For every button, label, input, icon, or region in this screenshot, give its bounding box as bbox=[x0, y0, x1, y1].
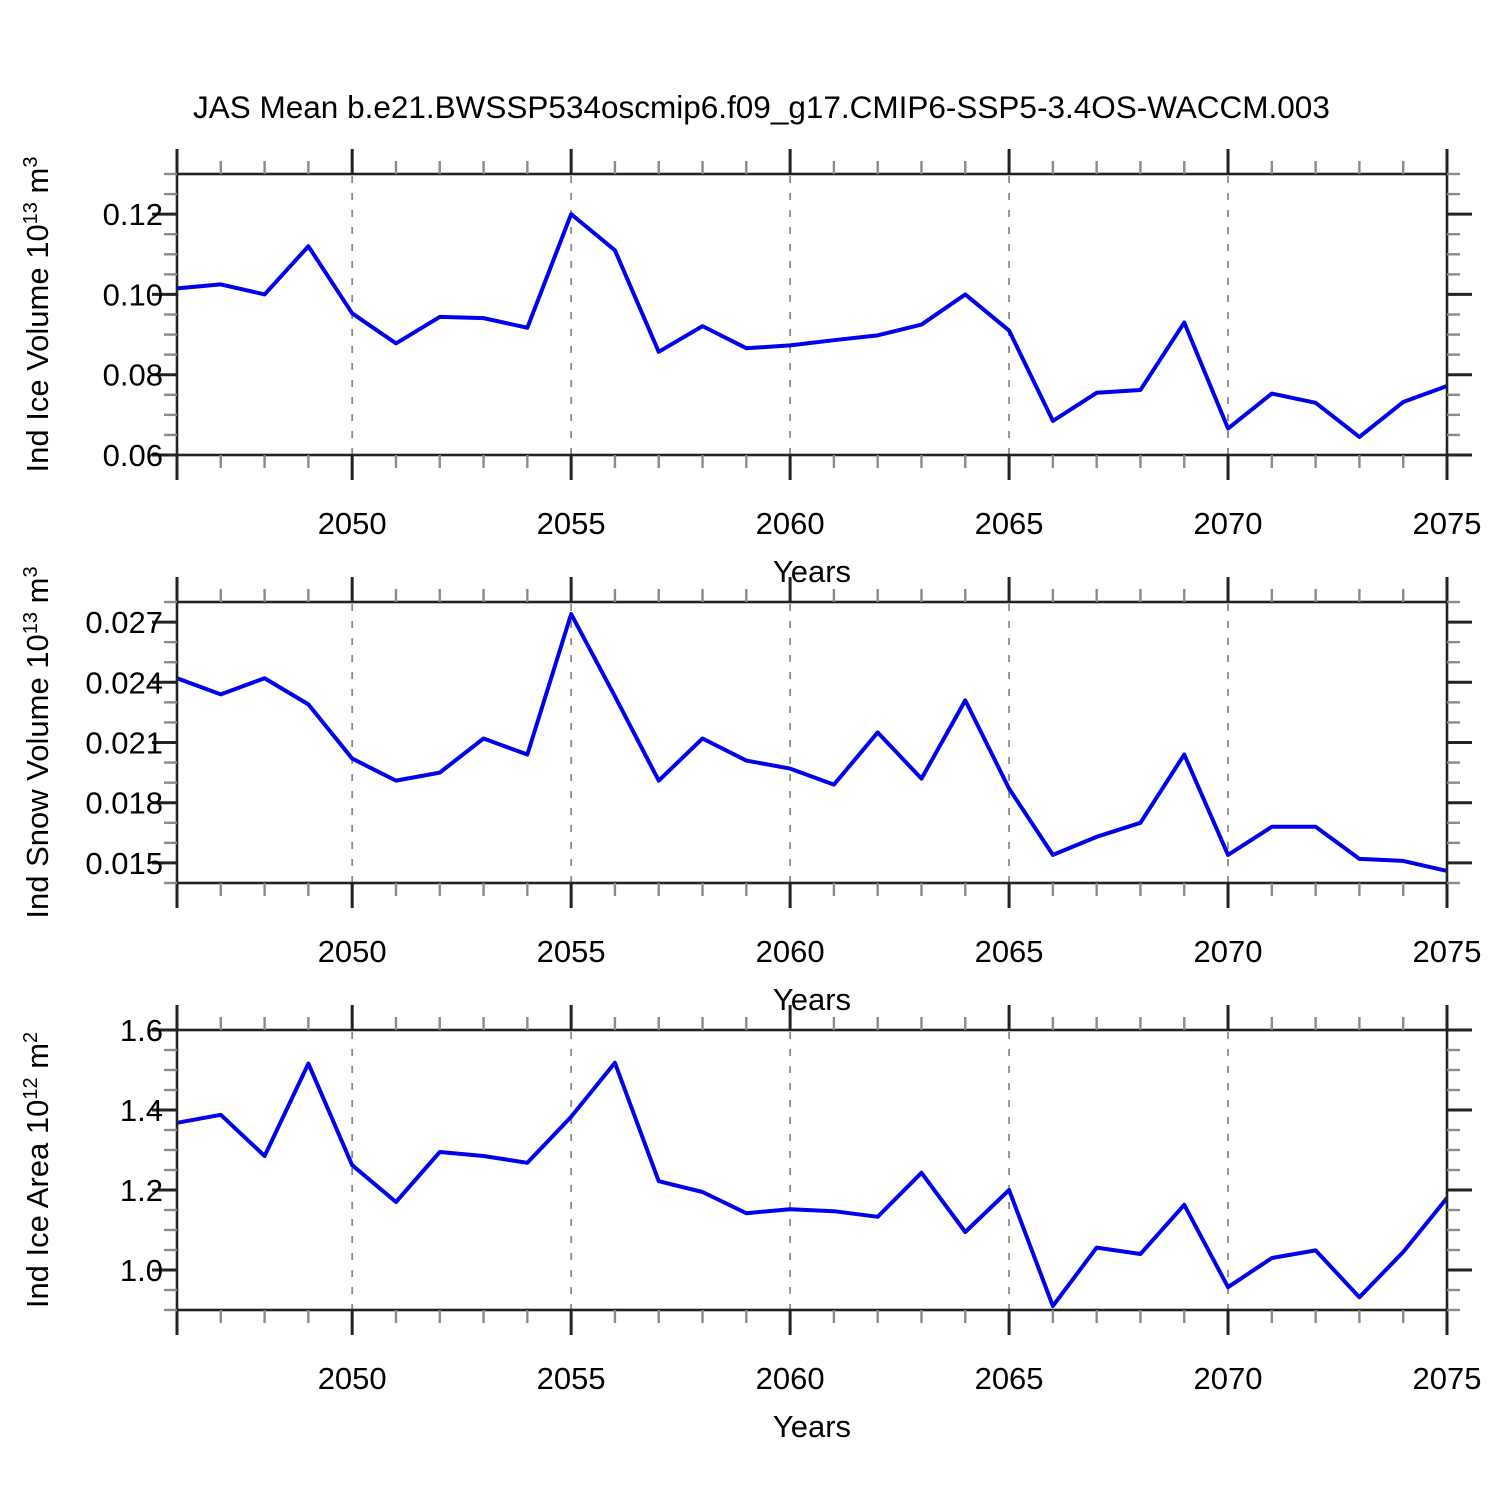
y-tick-label: 0.12 bbox=[103, 197, 163, 232]
data-line-ice-volume bbox=[176, 212, 1448, 439]
x-tick-label: 2060 bbox=[756, 934, 825, 969]
figure-title: JAS Mean b.e21.BWSSP534oscmip6.f09_g17.C… bbox=[193, 89, 1330, 125]
y-tick-label: 0.08 bbox=[103, 358, 163, 393]
x-tick-label: 2050 bbox=[318, 1361, 387, 1396]
x-tick-label: 2060 bbox=[756, 506, 825, 541]
y-axis-title: Ind Ice Volume 1013 m3 bbox=[20, 157, 55, 473]
y-tick-label: 1.4 bbox=[120, 1093, 163, 1128]
panel-snow-volume: 0.027 0.024 0.021 0.018 0.015 2050 2055 2060 206… bbox=[20, 566, 1481, 1017]
x-axis-title: Years bbox=[773, 554, 851, 589]
y-axis-title-part: Ind Ice Volume 10 bbox=[20, 224, 55, 472]
panel-ice-area: 1.6 1.4 1.2 1.0 2050 2055 2060 2065 2070 2075 Year… bbox=[20, 1005, 1481, 1444]
y-tick-label: 1.6 bbox=[120, 1013, 163, 1048]
y-tick-label: 0.024 bbox=[85, 665, 163, 700]
y-axis-title-sup: 12 bbox=[20, 1077, 42, 1099]
y-axis-title-sup: 2 bbox=[20, 1032, 42, 1043]
x-tick-label: 2070 bbox=[1194, 934, 1263, 969]
panel-frame bbox=[175, 600, 1449, 885]
y-tick-label: 0.015 bbox=[85, 846, 163, 881]
y-tick-label: 0.06 bbox=[103, 438, 163, 473]
x-tick-label: 2065 bbox=[975, 506, 1044, 541]
x-tick-label: 2055 bbox=[537, 506, 606, 541]
y-axis-title-sup: 3 bbox=[20, 566, 42, 577]
x-tick-label: 2055 bbox=[537, 1361, 606, 1396]
data-line-ice-area bbox=[176, 1060, 1449, 1308]
x-tick-label: 2075 bbox=[1413, 1361, 1482, 1396]
y-axis-title-sup: 13 bbox=[20, 202, 42, 224]
x-tick-label: 2055 bbox=[537, 934, 606, 969]
x-tick-label: 2070 bbox=[1194, 1361, 1263, 1396]
y-tick-label: 0.018 bbox=[85, 786, 163, 821]
y-tick-label: 0.021 bbox=[85, 726, 163, 761]
x-tick-label: 2075 bbox=[1413, 934, 1482, 969]
y-tick-label: 0.10 bbox=[103, 277, 163, 312]
y-axis-title-sup: 13 bbox=[20, 612, 42, 634]
y-tick-label: 1.0 bbox=[120, 1253, 163, 1288]
x-axis-title: Years bbox=[773, 982, 851, 1017]
y-tick-label: 0.027 bbox=[85, 605, 163, 640]
y-axis-title-sup: 3 bbox=[20, 157, 42, 168]
y-axis-title-part: m bbox=[20, 1043, 55, 1077]
x-tick-label: 2065 bbox=[975, 1361, 1044, 1396]
y-axis-title: Ind Snow Volume 1013 m3 bbox=[20, 566, 55, 918]
x-tick-label: 2070 bbox=[1194, 506, 1263, 541]
panel-frame bbox=[175, 172, 1449, 457]
y-axis-title-part: Ind Ice Area 10 bbox=[20, 1100, 55, 1309]
y-axis-title: Ind Ice Area 1012 m2 bbox=[20, 1032, 55, 1308]
y-axis-title-part: m bbox=[20, 168, 55, 202]
data-line-snow-volume bbox=[176, 612, 1448, 873]
y-axis-title-part: Ind Snow Volume 10 bbox=[20, 634, 55, 918]
x-tick-label: 2075 bbox=[1413, 506, 1482, 541]
x-tick-label: 2050 bbox=[318, 506, 387, 541]
y-tick-label: 1.2 bbox=[120, 1173, 163, 1208]
y-axis-title-part: m bbox=[20, 578, 55, 612]
x-tick-label: 2050 bbox=[318, 934, 387, 969]
x-tick-label: 2065 bbox=[975, 934, 1044, 969]
x-axis-title: Years bbox=[773, 1409, 851, 1444]
x-tick-label: 2060 bbox=[756, 1361, 825, 1396]
panel-ice-volume: 0.12 0.10 0.08 0.06 2050 2055 2060 2065 2070 2075… bbox=[20, 149, 1481, 589]
